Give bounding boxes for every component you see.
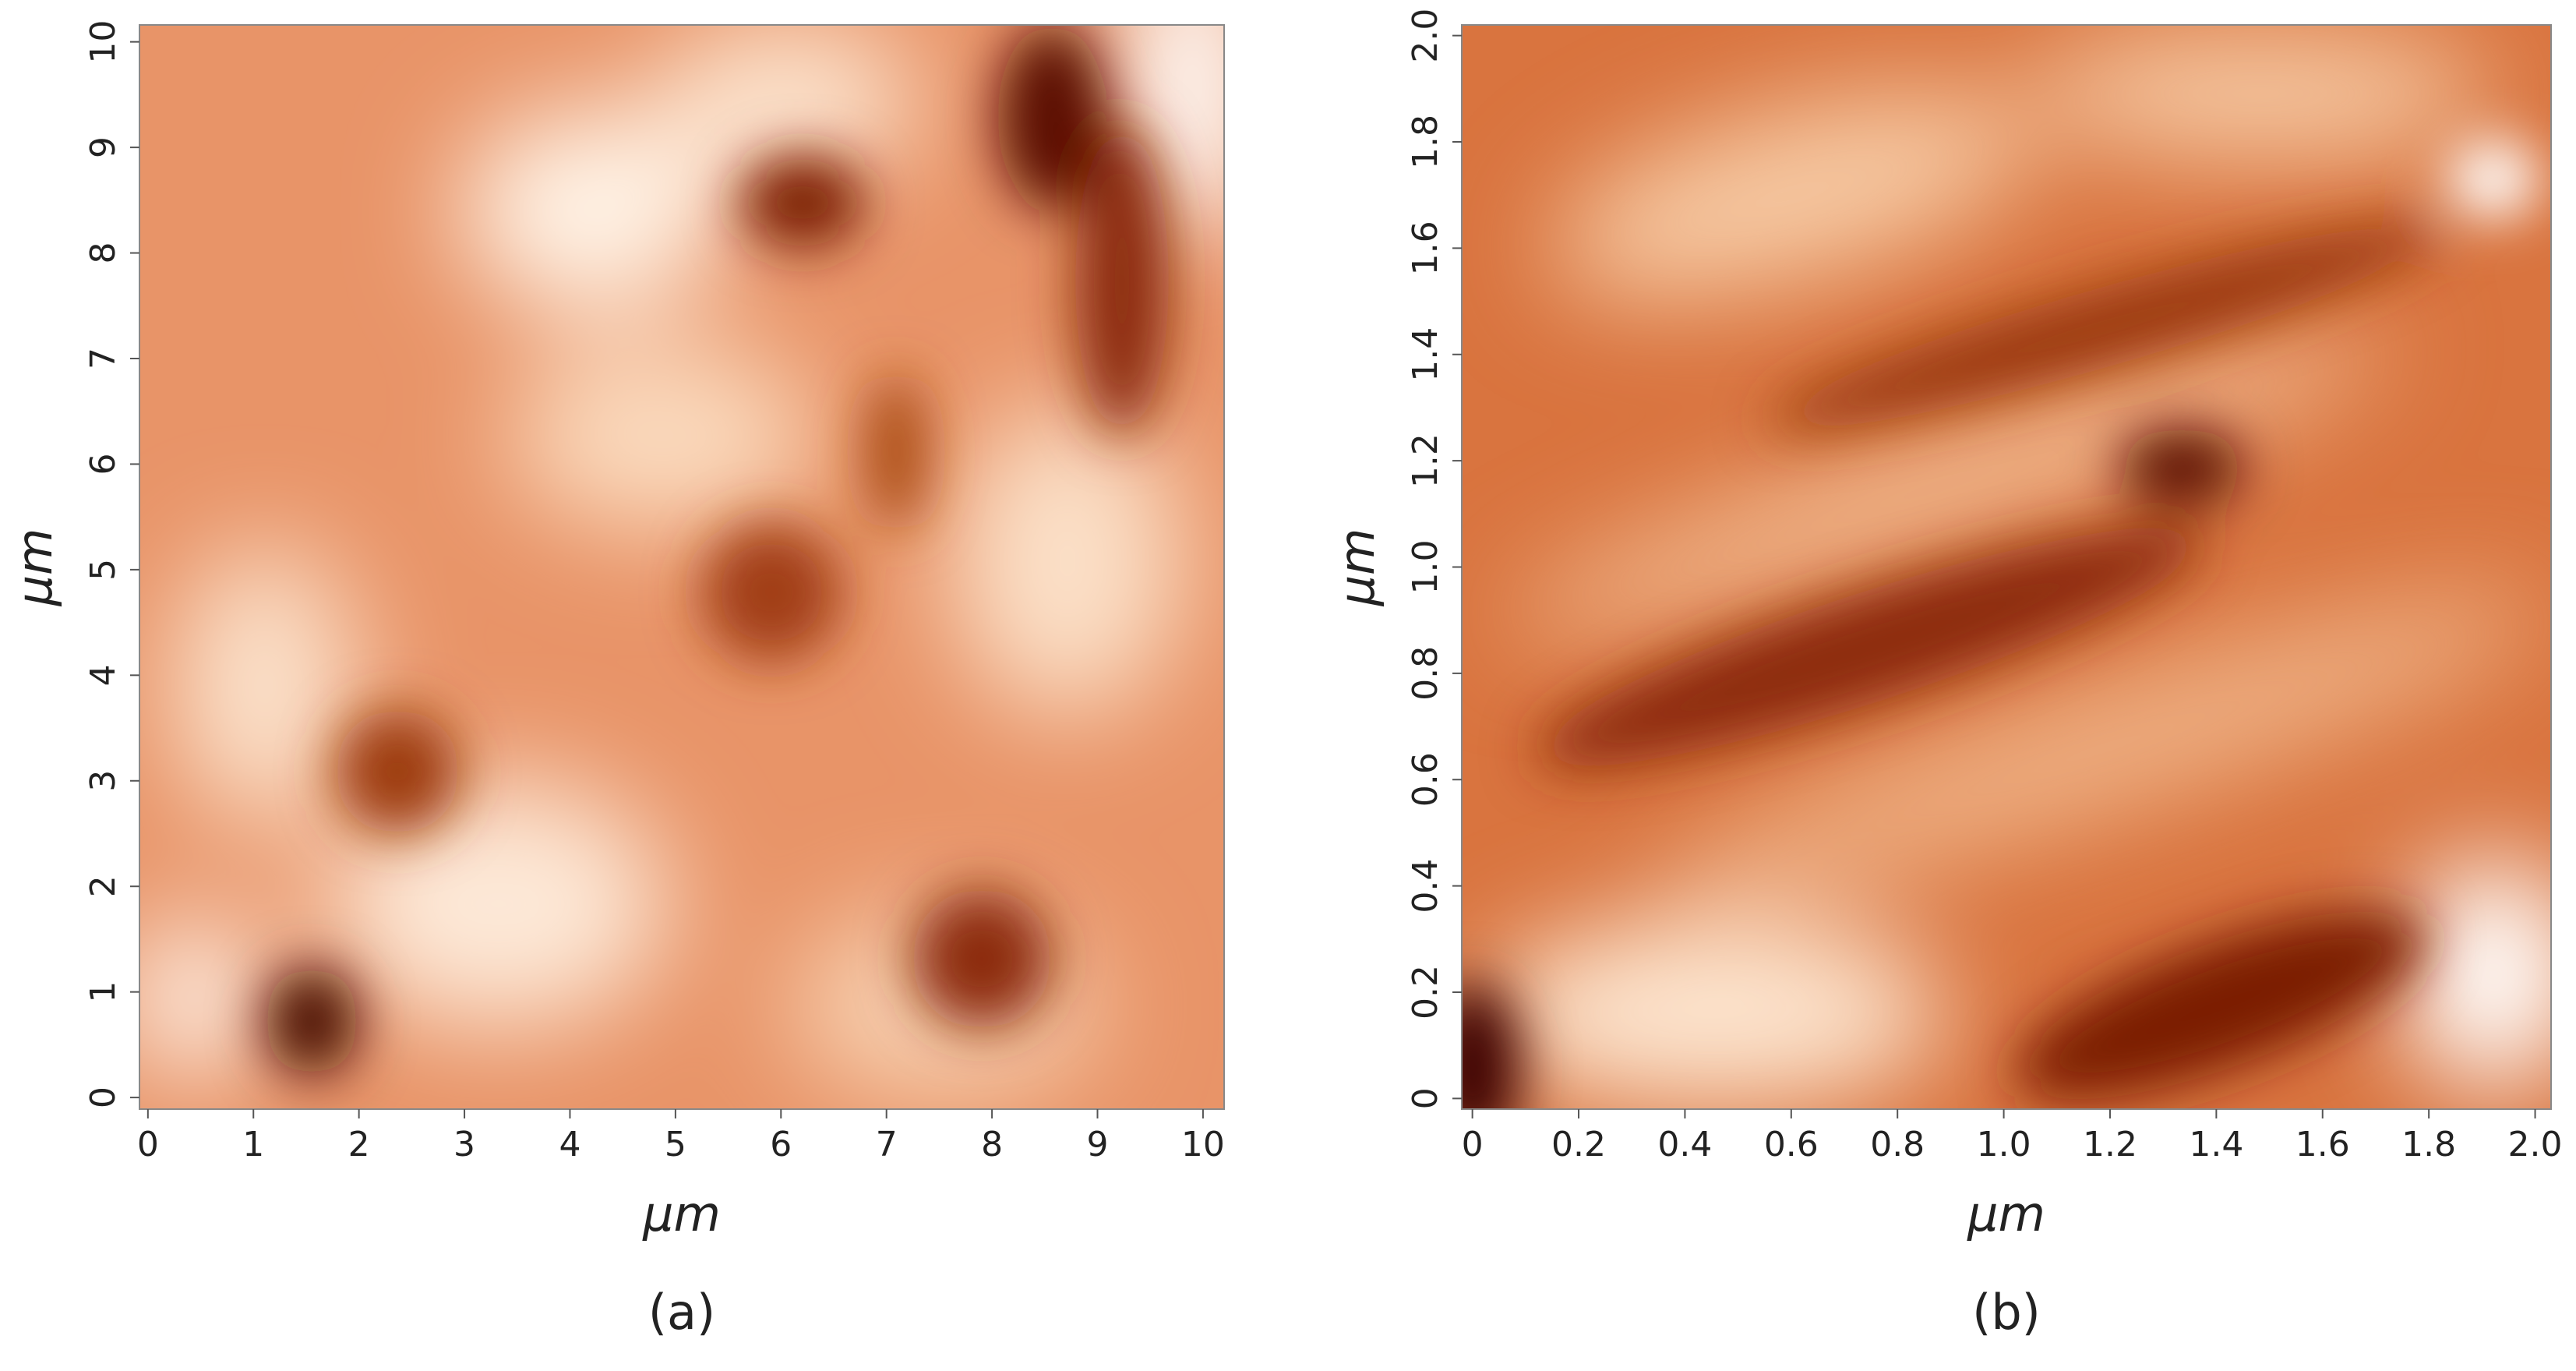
x-tick-label: 10 — [1181, 1125, 1225, 1164]
y-tick-label: 6 — [83, 453, 123, 475]
x-tick-label: 2 — [348, 1125, 370, 1164]
x-tick-label: 1.4 — [2189, 1125, 2243, 1164]
y-tick-label: 0.2 — [1406, 965, 1445, 1019]
y-tick-label: 4 — [83, 664, 123, 686]
y-tick-label: 0 — [1406, 1087, 1445, 1109]
x-tick-label: 0.8 — [1870, 1125, 1925, 1164]
x-axis-label: μm — [1967, 1185, 2045, 1242]
y-tick-label: 8 — [83, 242, 123, 264]
x-tick-label: 3 — [453, 1125, 475, 1164]
x-tick-label: 5 — [665, 1125, 686, 1164]
plot-frame — [139, 24, 1225, 1110]
y-tick-label: 2.0 — [1406, 9, 1445, 63]
y-tick-label: 1.2 — [1406, 433, 1445, 488]
y-tick-label: 1.0 — [1406, 540, 1445, 595]
y-tick-label: 1.4 — [1406, 327, 1445, 382]
x-tick-label: 0.4 — [1657, 1125, 1712, 1164]
y-tick-label: 0.8 — [1406, 646, 1445, 701]
y-tick-label: 10 — [83, 20, 123, 64]
y-tick-label: 5 — [83, 559, 123, 581]
afm-image-b — [1462, 25, 2551, 1109]
x-tick-label: 0.2 — [1551, 1125, 1606, 1164]
y-tick-label: 0.6 — [1406, 752, 1445, 807]
x-tick-label: 0 — [137, 1125, 159, 1164]
afm-image-a — [139, 25, 1224, 1109]
x-tick-label: 1.2 — [2083, 1125, 2137, 1164]
y-tick-label: 9 — [83, 136, 123, 158]
y-tick-label: 0 — [83, 1087, 123, 1108]
y-tick-label: 2 — [83, 875, 123, 897]
x-tick-label: 4 — [559, 1125, 580, 1164]
y-tick-label: 1 — [83, 981, 123, 1003]
y-tick-label: 3 — [83, 770, 123, 792]
caption: (b) — [1972, 1284, 2041, 1341]
x-tick-label: 1 — [242, 1125, 264, 1164]
y-tick-label: 1.6 — [1406, 221, 1445, 275]
y-axis-label: μm — [6, 528, 63, 607]
x-tick-label: 8 — [981, 1125, 1003, 1164]
x-axis-label: μm — [642, 1185, 721, 1242]
y-axis-label: μm — [1329, 528, 1385, 607]
caption: (a) — [648, 1284, 715, 1341]
y-tick-label: 1.8 — [1406, 115, 1445, 169]
x-tick-label: 1.0 — [1977, 1125, 2031, 1164]
x-tick-label: 6 — [770, 1125, 792, 1164]
x-tick-label: 1.8 — [2401, 1125, 2456, 1164]
y-tick-label: 0.4 — [1406, 859, 1445, 913]
x-tick-label: 1.6 — [2295, 1125, 2350, 1164]
x-tick-label: 7 — [876, 1125, 898, 1164]
y-tick-label: 7 — [83, 348, 123, 369]
x-tick-label: 0 — [1462, 1125, 1484, 1164]
x-tick-label: 2.0 — [2508, 1125, 2563, 1164]
x-tick-label: 9 — [1087, 1125, 1109, 1164]
x-tick-label: 0.6 — [1764, 1125, 1819, 1164]
